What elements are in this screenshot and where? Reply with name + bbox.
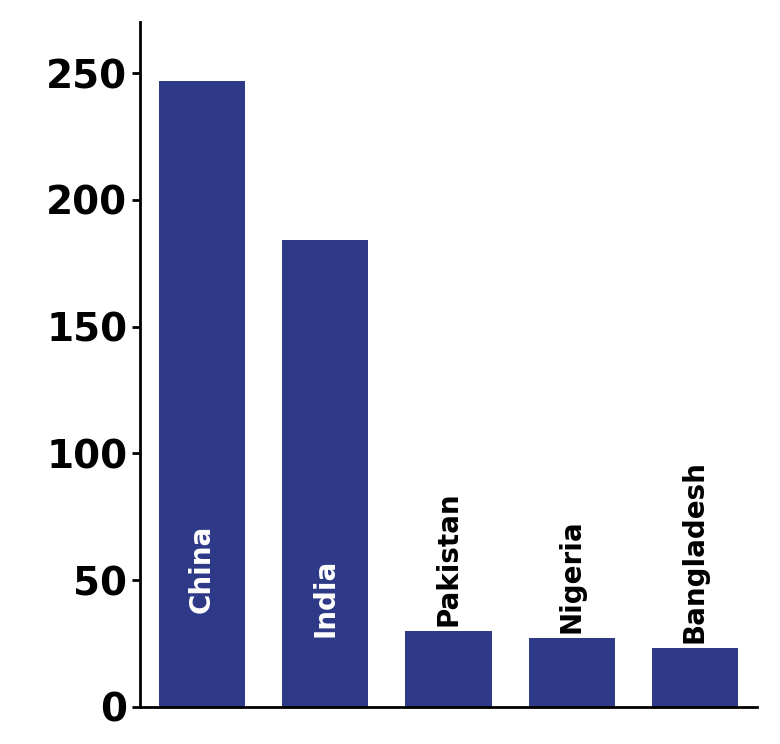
Bar xyxy=(282,240,368,707)
Bar xyxy=(406,631,491,707)
Text: India: India xyxy=(311,559,339,637)
Bar xyxy=(652,649,738,707)
Text: Bangladesh: Bangladesh xyxy=(681,461,709,644)
Text: China: China xyxy=(188,525,216,613)
Text: Pakistan: Pakistan xyxy=(434,491,463,626)
Bar xyxy=(529,638,615,707)
Bar xyxy=(159,80,245,707)
Text: Nigeria: Nigeria xyxy=(558,519,586,633)
